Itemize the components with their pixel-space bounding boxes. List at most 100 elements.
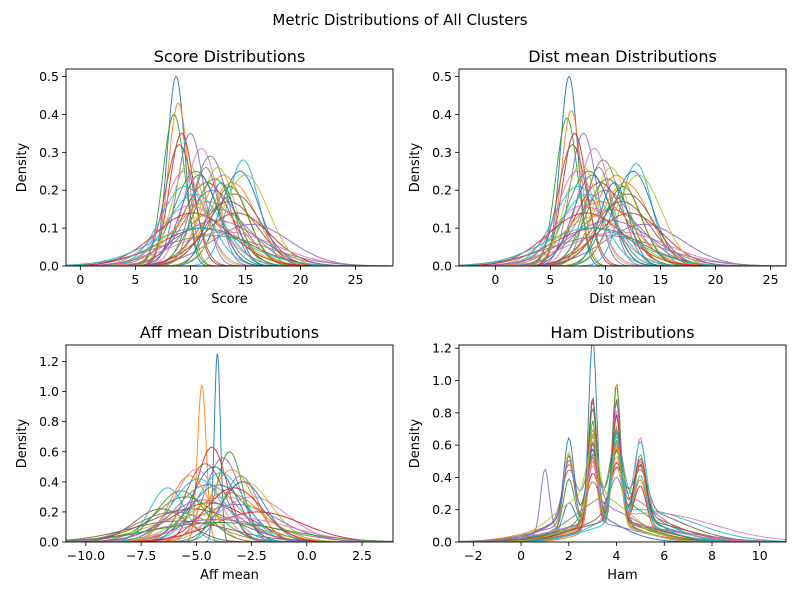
y-tick-label: 0.4 bbox=[432, 107, 452, 122]
axes-frame bbox=[458, 344, 787, 543]
x-tick-label: −2.5 bbox=[236, 548, 266, 563]
axes-frame bbox=[458, 68, 787, 267]
x-tick-label: 20 bbox=[293, 272, 309, 287]
y-tick-label: 0.4 bbox=[39, 107, 59, 122]
y-tick-label: 1.2 bbox=[432, 341, 452, 356]
y-tick-label: 0.6 bbox=[39, 444, 59, 459]
density-curve bbox=[459, 235, 786, 266]
density-curve bbox=[66, 508, 268, 542]
density-curve bbox=[66, 212, 343, 266]
panel-title: Score Distributions bbox=[154, 47, 306, 66]
x-tick-label: 15 bbox=[238, 272, 254, 287]
aff-mean-distributions-panel: −10.0 −7.5 −5.0 −2.5 0.0 2.5 0.0 0.2 0.4 0.6 0.8 1.… bbox=[15, 323, 394, 583]
density-curve bbox=[526, 132, 624, 266]
x-tick-label: −2 bbox=[464, 548, 482, 563]
y-axis-label: Density bbox=[15, 418, 30, 468]
density-curve bbox=[482, 439, 751, 542]
y-tick-label: 0.6 bbox=[432, 438, 452, 453]
density-curve bbox=[459, 420, 770, 542]
density-curve bbox=[517, 174, 668, 266]
y-tick-label: 0.8 bbox=[432, 405, 452, 420]
y-tick-label: 0.2 bbox=[432, 183, 452, 198]
y-tick-label: 0.0 bbox=[39, 259, 59, 274]
x-tick-label: 10 bbox=[752, 548, 768, 563]
y-tick-label: 1.0 bbox=[432, 373, 452, 388]
density-curve bbox=[515, 163, 648, 266]
density-curve bbox=[459, 220, 778, 266]
y-axis-label: Density bbox=[408, 142, 423, 192]
ham-distributions-panel: −2 0 2 4 6 8 10 0.0 0.2 0.4 0.6 0.8 1.0 1.2 Ham Distri… bbox=[408, 323, 787, 583]
panel-title: Dist mean Distributions bbox=[528, 47, 717, 66]
y-tick-label: 1.0 bbox=[39, 384, 59, 399]
density-curves bbox=[66, 76, 393, 266]
x-tick-label: −7.5 bbox=[126, 548, 156, 563]
density-curve bbox=[133, 132, 231, 266]
density-curve bbox=[66, 521, 393, 542]
density-curve bbox=[522, 117, 611, 266]
density-curve bbox=[473, 396, 760, 542]
density-curve bbox=[545, 166, 652, 266]
y-tick-label: 1.2 bbox=[39, 354, 59, 369]
panel-title: Ham Distributions bbox=[550, 323, 694, 342]
y-tick-label: 0.4 bbox=[39, 474, 59, 489]
density-curve bbox=[473, 430, 779, 542]
density-curves bbox=[459, 345, 786, 542]
y-tick-label: 0.4 bbox=[432, 470, 452, 485]
y-axis-label: Density bbox=[15, 142, 30, 192]
x-tick-label: 4 bbox=[613, 548, 621, 563]
y-tick-label: 0.0 bbox=[432, 259, 452, 274]
density-curve bbox=[160, 170, 320, 266]
x-tick-label: 25 bbox=[348, 272, 364, 287]
x-tick-label: 8 bbox=[708, 548, 716, 563]
x-tick-label: −5.0 bbox=[181, 548, 211, 563]
x-tick-label: 2 bbox=[565, 548, 573, 563]
density-curve bbox=[528, 182, 723, 266]
density-curve bbox=[92, 478, 305, 542]
density-curve bbox=[553, 170, 713, 266]
figure-suptitle: Metric Distributions of All Clusters bbox=[272, 11, 527, 29]
y-tick-label: 0.2 bbox=[432, 502, 452, 517]
density-curve bbox=[122, 163, 255, 266]
density-curve bbox=[104, 170, 264, 266]
x-axis-label: Ham bbox=[607, 568, 637, 583]
density-curve bbox=[66, 499, 345, 542]
x-tick-label: 15 bbox=[653, 272, 669, 287]
density-curve bbox=[66, 518, 393, 542]
x-tick-label: 0 bbox=[491, 272, 499, 287]
density-curve bbox=[530, 132, 637, 266]
x-tick-label: 25 bbox=[763, 272, 779, 287]
x-axis-label: Score bbox=[211, 292, 247, 307]
density-curve bbox=[154, 481, 332, 542]
y-tick-label: 0.3 bbox=[432, 145, 452, 160]
panel-title: Aff mean Distributions bbox=[140, 323, 319, 342]
x-tick-label: 2.5 bbox=[352, 548, 372, 563]
density-curve bbox=[110, 475, 270, 542]
x-tick-label: 5 bbox=[131, 272, 139, 287]
y-tick-label: 0.1 bbox=[39, 221, 59, 236]
density-curve bbox=[497, 170, 657, 266]
x-tick-label: 0 bbox=[517, 548, 525, 563]
x-tick-label: 20 bbox=[708, 272, 724, 287]
axes-frame bbox=[65, 68, 394, 267]
score-distributions-panel: 0 5 10 15 20 25 0.0 0.1 0.2 0.3 0.4 0.5 Score Distri… bbox=[15, 47, 394, 307]
y-tick-label: 0.5 bbox=[432, 69, 452, 84]
y-tick-label: 0.2 bbox=[39, 504, 59, 519]
axes-frame bbox=[65, 344, 394, 543]
x-tick-label: −10.0 bbox=[67, 548, 105, 563]
y-tick-label: 0.3 bbox=[39, 145, 59, 160]
density-curve bbox=[155, 185, 305, 266]
x-axis-label: Aff mean bbox=[200, 568, 259, 583]
density-curve bbox=[66, 227, 382, 266]
density-curve bbox=[66, 235, 393, 266]
density-curve bbox=[459, 458, 751, 542]
y-axis-label: Density bbox=[408, 418, 423, 468]
y-tick-label: 0.1 bbox=[432, 221, 452, 236]
y-tick-label: 0.5 bbox=[39, 69, 59, 84]
density-curve bbox=[137, 132, 244, 266]
density-curve bbox=[459, 227, 775, 266]
density-curve bbox=[548, 185, 698, 266]
x-tick-label: 6 bbox=[660, 548, 668, 563]
x-tick-label: 5 bbox=[546, 272, 554, 287]
x-tick-label: 0.0 bbox=[297, 548, 317, 563]
